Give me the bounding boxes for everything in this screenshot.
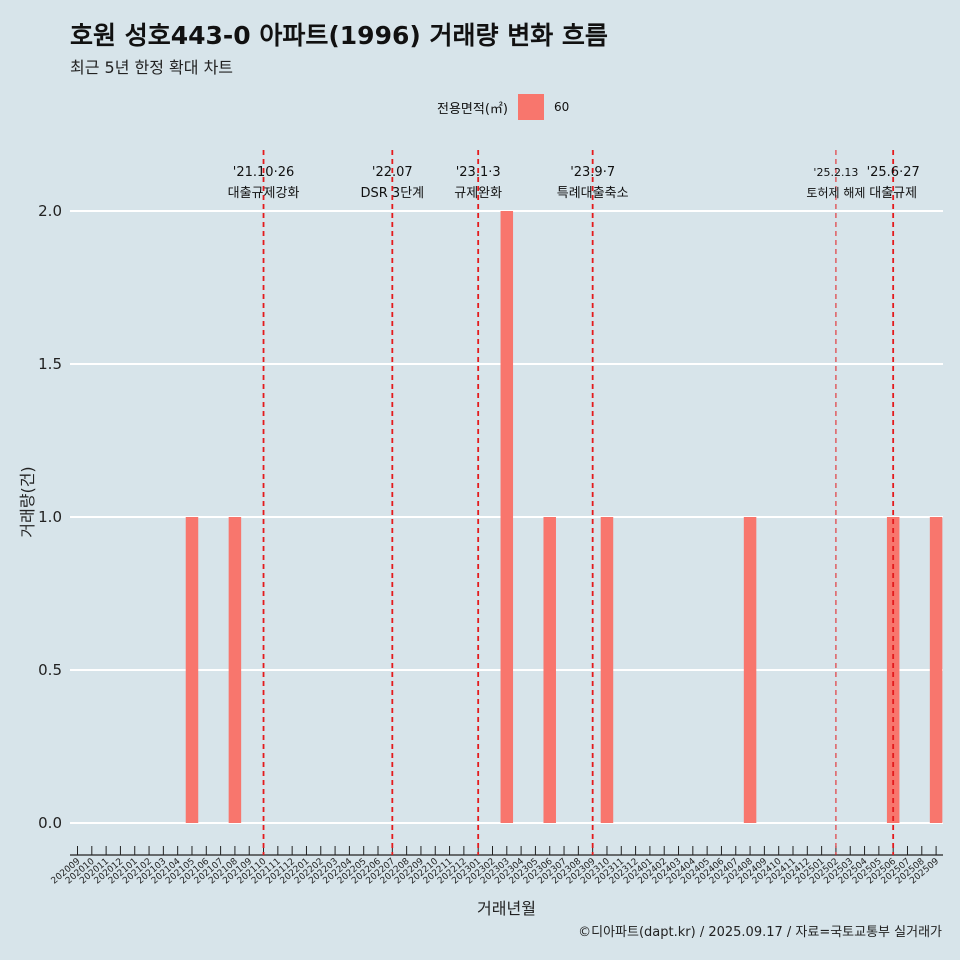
- policy-name-label: DSR 3단계: [361, 186, 425, 201]
- chart-subtitle: 최근 5년 한정 확대 차트: [70, 58, 234, 77]
- chart-caption: ©디아파트(dapt.kr) / 2025.09.17 / 자료=국토교통부 실…: [578, 925, 942, 940]
- legend-label-60: 60: [553, 100, 570, 114]
- y-tick-label: 1.5: [38, 355, 62, 373]
- y-tick-label: 2.0: [38, 202, 62, 220]
- policy-date-label: '23.9·7: [570, 165, 615, 180]
- policy-name-label: 특례대출축소: [557, 186, 629, 201]
- policy-date-label: '22.07: [372, 165, 413, 180]
- bar: [929, 517, 943, 823]
- bar: [543, 517, 556, 823]
- policy-date-label: '21.10·26: [233, 165, 294, 180]
- legend-title: 전용면적(㎡): [437, 101, 508, 117]
- policy-date-label: '25.6·27: [867, 165, 920, 180]
- y-tick-label: 0.5: [38, 661, 62, 679]
- policy-date-label: '25.2.13: [813, 166, 858, 179]
- policy-date-label: '23.1·3: [456, 165, 501, 180]
- chart-title: 호원 성호443-0 아파트(1996) 거래량 변화 흐름: [70, 21, 608, 50]
- policy-name-label: 대출규제강화: [228, 186, 300, 201]
- policy-name-label: 대출규제: [869, 186, 917, 201]
- policy-name-label: 토허제 해제: [806, 186, 865, 200]
- policy-name-label: 규제완화: [454, 186, 502, 201]
- legend-key-60: [517, 94, 544, 120]
- y-tick-label: 1.0: [38, 508, 62, 526]
- y-axis-title: 거래량(건): [18, 466, 37, 537]
- bar: [500, 211, 514, 823]
- bar: [886, 517, 900, 823]
- y-tick-label: 0.0: [38, 814, 62, 832]
- bar: [743, 517, 757, 823]
- legend: 전용면적(㎡) 60: [437, 93, 569, 121]
- x-axis-title: 거래년월: [477, 899, 536, 918]
- bar: [185, 517, 199, 823]
- bar: [228, 517, 242, 823]
- bar: [600, 517, 614, 823]
